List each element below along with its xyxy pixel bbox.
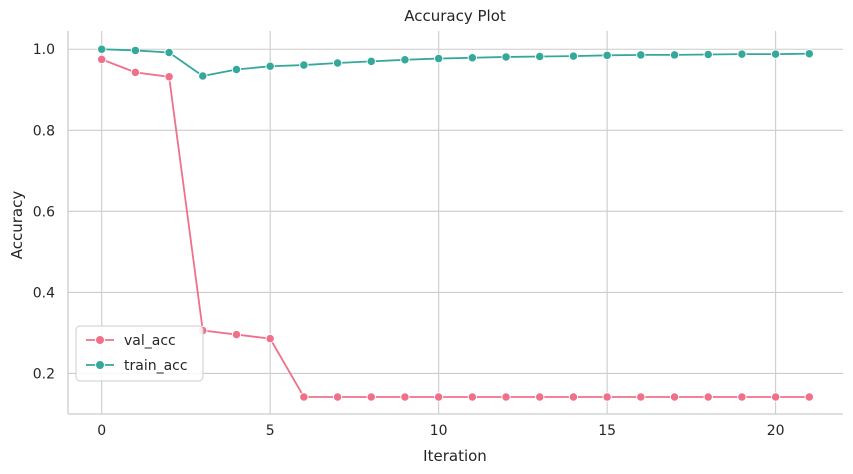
data-point-train-acc [602, 50, 612, 60]
chart-title: Accuracy Plot [404, 7, 506, 25]
legend-label-val-acc: val_acc [124, 333, 176, 349]
y-tick-label: 1.0 [33, 42, 55, 58]
y-tick-label: 0.2 [33, 366, 55, 382]
data-point-train-acc [164, 47, 174, 58]
data-point-train-acc [366, 56, 376, 67]
y-tick-label: 0.6 [33, 204, 55, 220]
data-point-train-acc [198, 71, 208, 81]
data-point-train-acc [501, 52, 511, 62]
data-point-val-acc [669, 392, 680, 402]
legend: val_acc train_acc [75, 325, 204, 382]
data-point-train-acc [669, 50, 680, 60]
data-point-train-acc [636, 50, 646, 60]
x-tick-label: 5 [266, 423, 275, 439]
x-tick-label: 0 [97, 423, 106, 439]
legend-marker-val-acc [95, 335, 105, 345]
data-point-val-acc [265, 333, 275, 344]
data-point-train-acc [737, 49, 747, 59]
data-point-val-acc [400, 392, 410, 402]
legend-label-train-acc: train_acc [124, 358, 188, 374]
data-point-val-acc [97, 54, 107, 65]
data-point-val-acc [804, 392, 814, 402]
data-point-train-acc [568, 51, 579, 61]
data-point-train-acc [804, 49, 814, 59]
data-point-train-acc [400, 55, 410, 65]
data-point-train-acc [770, 49, 781, 59]
data-point-train-acc [703, 49, 713, 60]
data-point-val-acc [535, 392, 545, 402]
data-point-train-acc [467, 53, 477, 63]
legend-marker-train-acc [95, 360, 105, 370]
series-layer [97, 44, 814, 402]
data-point-train-acc [332, 58, 343, 68]
series-line-val-acc [101, 58, 810, 398]
data-point-val-acc [770, 392, 781, 402]
data-point-val-acc [636, 392, 646, 402]
tick-labels: 0 5 10 15 20 0.2 0.4 0.6 0.8 1.0 [33, 42, 785, 439]
x-tick-label: 15 [598, 423, 616, 439]
data-point-train-acc [299, 60, 309, 70]
data-point-val-acc [568, 392, 579, 402]
axes-spines [67, 31, 843, 415]
data-point-val-acc [602, 392, 612, 402]
data-point-val-acc [130, 67, 141, 77]
series-line-train-acc [101, 48, 810, 77]
data-point-val-acc [501, 392, 511, 402]
data-point-train-acc [130, 45, 141, 56]
data-point-train-acc [535, 51, 545, 62]
x-tick-label: 20 [767, 423, 785, 439]
data-point-val-acc [703, 392, 713, 402]
data-point-val-acc [231, 329, 242, 340]
data-point-val-acc [467, 392, 477, 402]
data-point-train-acc [265, 61, 275, 71]
data-point-val-acc [299, 392, 309, 402]
x-axis-title: Iteration [423, 447, 487, 465]
data-point-val-acc [164, 72, 174, 82]
data-point-train-acc [231, 64, 242, 75]
x-tick-label: 10 [430, 423, 448, 439]
data-point-val-acc [332, 392, 343, 402]
y-tick-label: 0.4 [33, 285, 55, 301]
y-tick-label: 0.8 [33, 123, 55, 139]
data-point-val-acc [366, 392, 376, 402]
data-point-val-acc [737, 392, 747, 402]
data-point-train-acc [97, 44, 107, 54]
data-point-train-acc [434, 53, 444, 64]
data-point-val-acc [434, 392, 444, 402]
y-axis-title: Accuracy [8, 191, 26, 260]
